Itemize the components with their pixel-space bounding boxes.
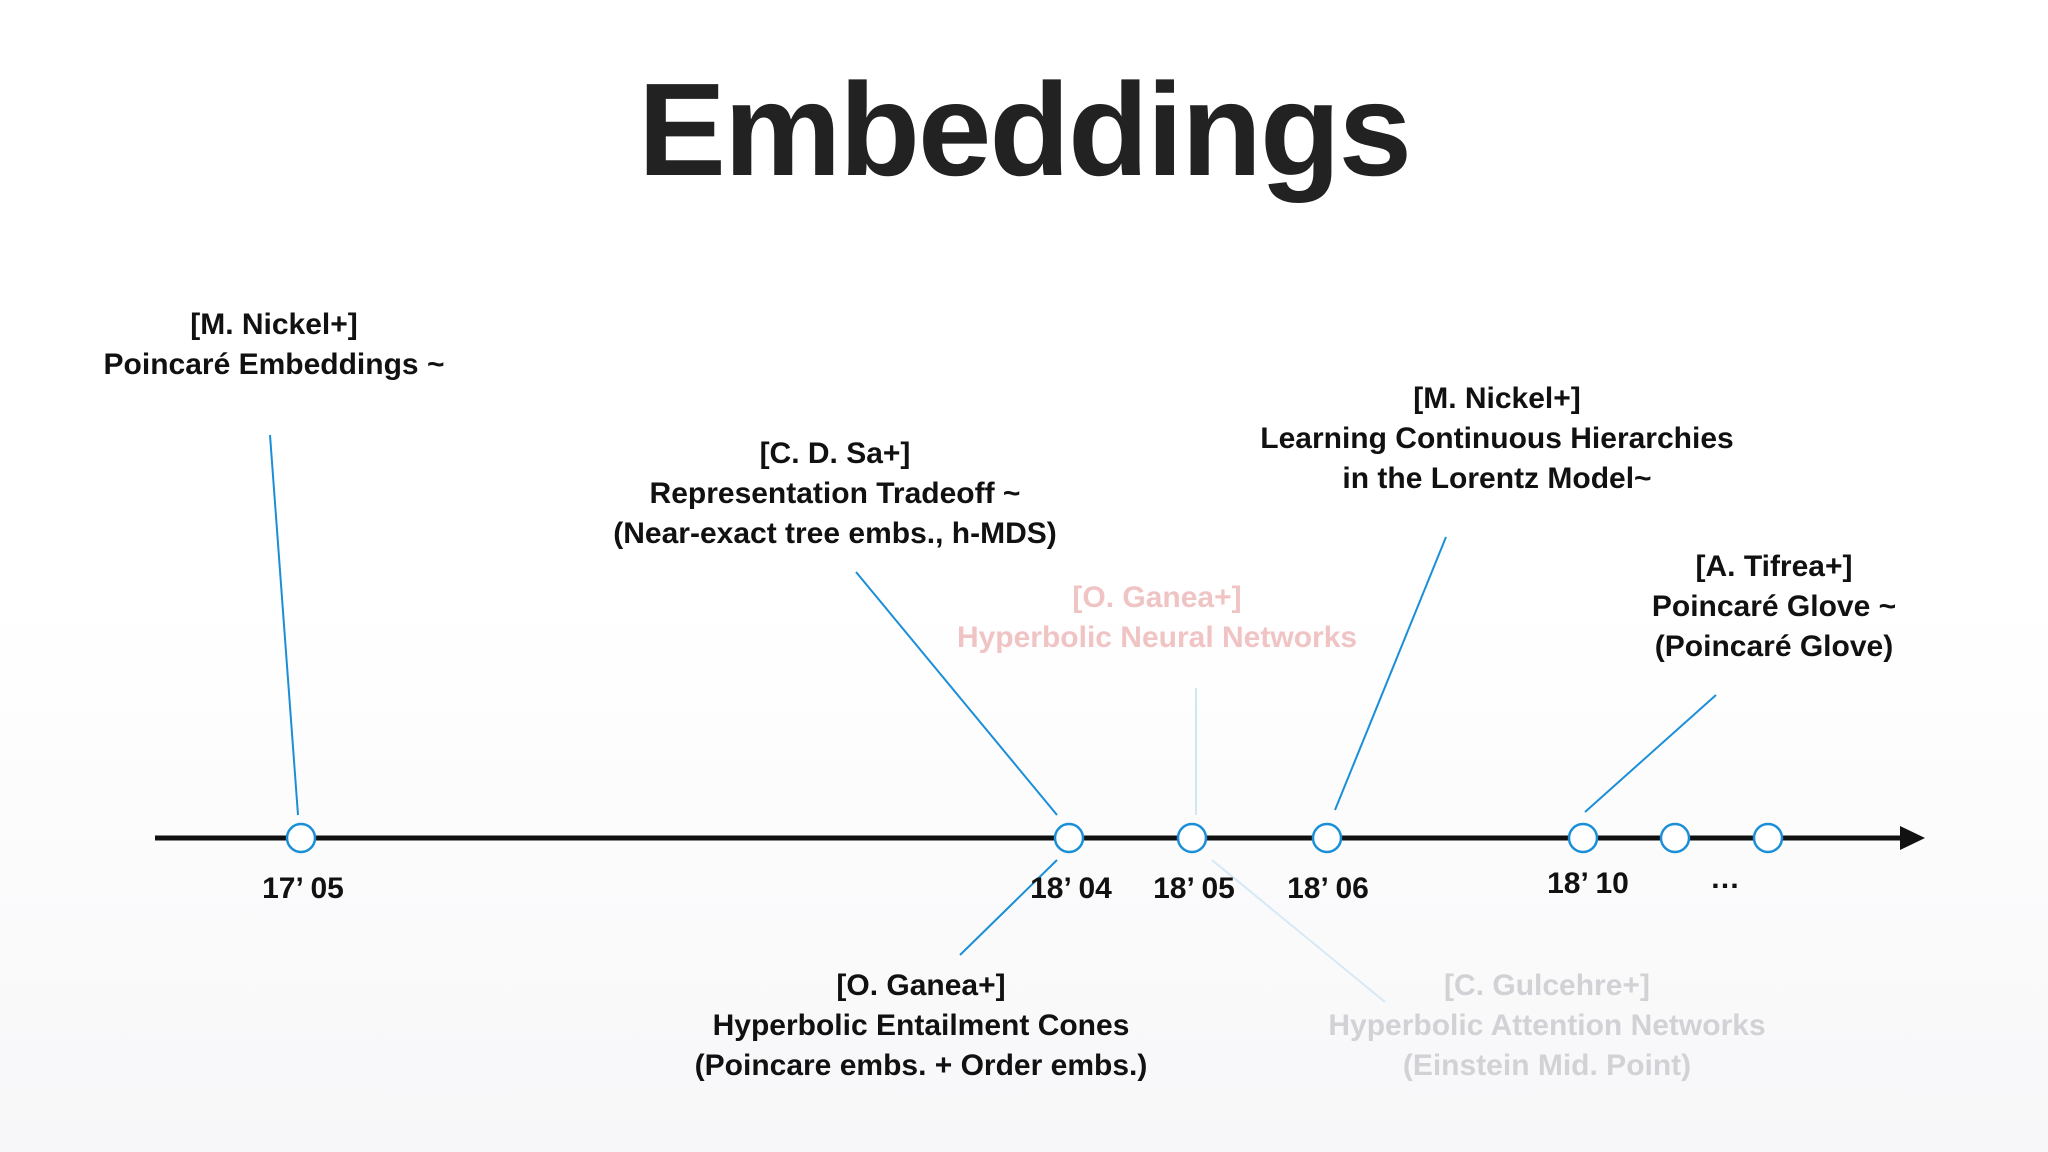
background-fade xyxy=(0,600,2048,1152)
connector-gulcehre xyxy=(1211,859,1386,1003)
timeline-node-extra-1 xyxy=(1659,822,1691,854)
paper-author: [A. Tifrea+] xyxy=(1695,550,1853,583)
paper-author: [C. Gulcehre+] xyxy=(1444,969,1650,1002)
connector-nickel-poincare xyxy=(269,434,299,816)
date-label-1805: 18’ 05 xyxy=(1153,872,1235,905)
paper-title: Hyperbolic Neural Networks xyxy=(956,621,1358,654)
paper-title: Representation Tradeoff ~ xyxy=(649,477,1021,510)
paper-subtitle: in the Lorentz Model~ xyxy=(1342,462,1652,495)
paper-subtitle: (Near-exact tree embs., h-MDS) xyxy=(613,517,1057,550)
timeline-node-1805 xyxy=(1176,822,1208,854)
paper-nickel-poincare: [M. Nickel+] Poincaré Embeddings ~ xyxy=(74,305,474,385)
paper-author: [O. Ganea+] xyxy=(1072,581,1242,614)
paper-subtitle: (Poincare embs. + Order embs.) xyxy=(694,1049,1148,1082)
paper-ganea-hnn: [O. Ganea+] Hyperbolic Neural Networks xyxy=(907,578,1407,658)
date-label-ellipsis: … xyxy=(1710,862,1740,895)
paper-title: Learning Continuous Hierarchies xyxy=(1260,422,1734,455)
date-label-1810: 18’ 10 xyxy=(1547,867,1629,900)
paper-author: [M. Nickel+] xyxy=(190,308,358,341)
paper-title: Poincaré Glove ~ xyxy=(1651,590,1897,623)
paper-gulcehre: [C. Gulcehre+] Hyperbolic Attention Netw… xyxy=(1297,966,1797,1086)
timeline-node-1810 xyxy=(1567,822,1599,854)
paper-title: Hyperbolic Entailment Cones xyxy=(712,1009,1130,1042)
timeline-arrowhead xyxy=(1900,826,1925,850)
connector-tifrea xyxy=(1584,694,1717,813)
date-label-1804: 18’ 04 xyxy=(1030,872,1112,905)
timeline-node-extra-2 xyxy=(1752,822,1784,854)
paper-title: Hyperbolic Attention Networks xyxy=(1328,1009,1766,1042)
connector-nickel-lorentz xyxy=(1334,536,1447,811)
paper-nickel-lorentz: [M. Nickel+] Learning Continuous Hierarc… xyxy=(1222,379,1772,499)
date-label-1806: 18’ 06 xyxy=(1287,872,1369,905)
timeline-node-1806 xyxy=(1311,822,1343,854)
timeline-node-1804 xyxy=(1053,822,1085,854)
paper-author: [M. Nickel+] xyxy=(1413,382,1581,415)
paper-desa: [C. D. Sa+] Representation Tradeoff ~ (N… xyxy=(585,434,1085,554)
paper-tifrea: [A. Tifrea+] Poincaré Glove ~ (Poincaré … xyxy=(1574,547,1974,667)
timeline-node-1705 xyxy=(285,822,317,854)
page-title: Embeddings xyxy=(637,56,1412,203)
connector-desa xyxy=(855,571,1058,816)
paper-author: [O. Ganea+] xyxy=(836,969,1006,1002)
date-label-1705: 17’ 05 xyxy=(262,872,344,905)
paper-ganea-cones: [O. Ganea+] Hyperbolic Entailment Cones … xyxy=(671,966,1171,1086)
paper-title: Poincaré Embeddings ~ xyxy=(103,348,445,381)
connector-ganea-cones xyxy=(959,859,1058,956)
paper-subtitle: (Einstein Mid. Point) xyxy=(1402,1049,1692,1082)
paper-subtitle: (Poincaré Glove) xyxy=(1654,630,1894,663)
paper-author: [C. D. Sa+] xyxy=(759,437,911,470)
